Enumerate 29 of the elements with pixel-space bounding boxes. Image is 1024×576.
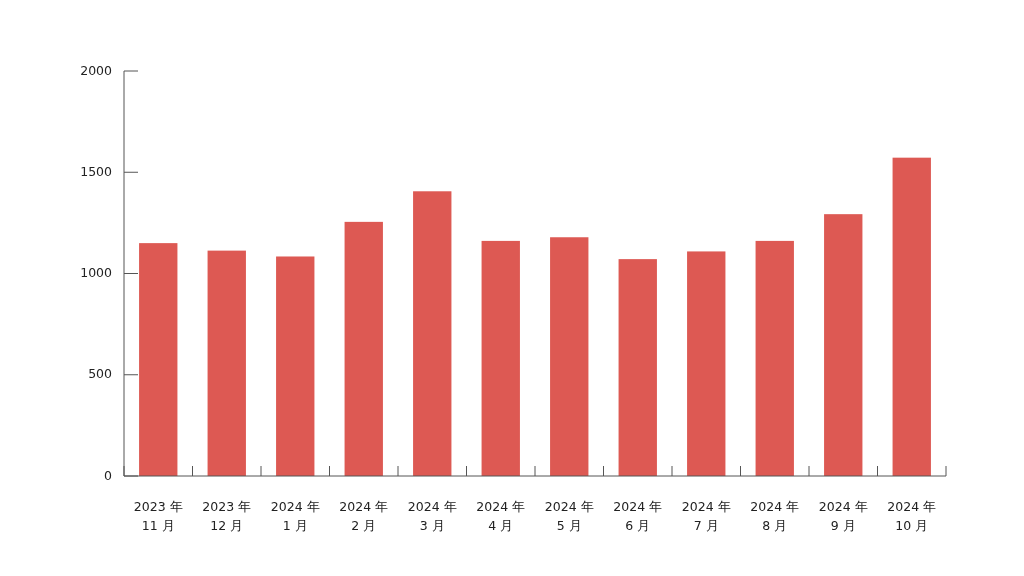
x-tick-label: 2024 年 6 月 [613,499,663,533]
bar [618,259,657,476]
y-tick-label: 0 [104,467,113,483]
bar [207,250,246,476]
x-tick-label: 2024 年 7 月 [681,499,731,533]
x-tick-label: 2024 年 3 月 [407,499,457,533]
x-tick-label: 2024 年 1 月 [270,499,320,533]
y-tick-label: 2000 [80,62,113,78]
bar [550,237,589,476]
bar [344,221,383,476]
x-tick-label: 2024 年 9 月 [818,499,868,533]
bar [276,256,315,476]
x-tick-label: 2024 年 4 月 [476,499,526,533]
x-tick-label: 2024 年 10 月 [887,499,937,533]
x-tick-label: 2024 年 5 月 [544,499,594,533]
bar [481,240,520,476]
bar [413,191,452,476]
x-tick-label: 2024 年 2 月 [339,499,389,533]
bar [755,240,794,476]
x-tick-label: 2024 年 8 月 [750,499,800,533]
bar [687,251,726,476]
bar [892,157,931,476]
x-tick-label: 2023 年 11 月 [133,499,183,533]
bar [824,214,863,476]
y-tick-label: 500 [88,366,113,382]
bar [139,243,178,476]
y-tick-label: 1500 [80,163,113,179]
y-tick-label: 1000 [80,265,113,280]
x-tick-label: 2023 年 12 月 [202,499,252,533]
